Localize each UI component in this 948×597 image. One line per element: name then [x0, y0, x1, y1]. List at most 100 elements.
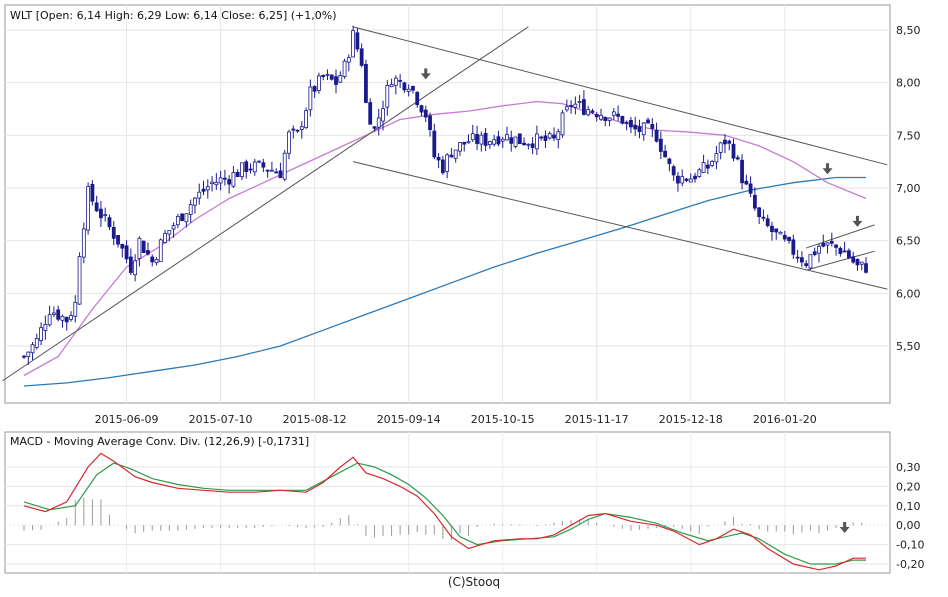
xtick-label: 2015-10-15 — [471, 413, 535, 426]
candle-body — [257, 160, 261, 163]
candle-body — [765, 218, 770, 227]
candle-body — [804, 263, 809, 267]
candle-body — [671, 166, 676, 176]
price-ytick-label: 5,50 — [896, 340, 921, 353]
candle-body — [821, 242, 826, 247]
candle-body — [432, 130, 437, 158]
candle-body — [505, 134, 509, 141]
candle-body — [543, 135, 548, 141]
candle-body — [778, 231, 783, 235]
trend-line — [352, 161, 888, 290]
candle-body — [641, 122, 646, 136]
candle-body — [483, 132, 488, 146]
xtick-label: 2015-09-14 — [377, 413, 441, 426]
candle-body — [829, 241, 834, 244]
candle-body — [107, 217, 112, 228]
candle-body — [304, 110, 308, 129]
candle-body — [308, 86, 313, 111]
candle-body — [381, 108, 385, 122]
candle-body — [103, 214, 108, 217]
trend-line — [2, 26, 529, 382]
candle-body — [43, 324, 48, 331]
candle-body — [629, 120, 633, 128]
candle-body — [188, 204, 193, 215]
candle-body — [761, 216, 766, 219]
candle-body — [94, 202, 99, 212]
candle-body — [744, 180, 749, 185]
trend-line — [806, 224, 875, 249]
candle-body — [56, 309, 61, 320]
candle-body — [282, 152, 287, 180]
candle-body — [825, 242, 830, 246]
macd-ytick-label: 0,20 — [896, 480, 921, 493]
candle-body — [210, 181, 214, 185]
candle-body — [748, 183, 753, 194]
candle-body — [227, 179, 232, 185]
price-ytick-label: 7,50 — [896, 129, 921, 142]
candle-body — [842, 250, 847, 253]
candle-body — [693, 175, 697, 180]
candle-body — [727, 140, 732, 144]
candle-body — [658, 138, 663, 152]
macd-title: MACD - Moving Average Conv. Div. (12,26,… — [10, 435, 309, 448]
candle-body — [817, 245, 821, 254]
candle-body — [197, 191, 202, 199]
candle-body — [69, 315, 73, 320]
candle-body — [522, 142, 526, 146]
candle-body — [757, 207, 762, 217]
candle-body — [376, 117, 381, 128]
candle-body — [440, 159, 445, 174]
macd-ytick-label: 0,30 — [896, 461, 921, 474]
down-arrow-icon — [839, 522, 850, 534]
candle-body — [500, 138, 505, 142]
candle-body — [295, 129, 300, 132]
candle-body — [171, 225, 176, 230]
candle-body — [325, 73, 330, 76]
candle-body — [167, 230, 172, 235]
macd-ytick-label: -0,10 — [896, 539, 924, 552]
candle-body — [616, 113, 621, 117]
candle-body — [265, 169, 270, 172]
candle-body — [141, 240, 146, 253]
candle-body — [466, 141, 471, 144]
candle-body — [355, 32, 360, 50]
arrow-head — [822, 168, 833, 175]
candle-body — [398, 79, 403, 82]
candle-body — [77, 256, 82, 305]
candle-body — [81, 228, 86, 258]
candle-body — [624, 121, 629, 124]
candle-body — [252, 161, 257, 173]
candle-body — [684, 178, 689, 181]
candle-body — [787, 236, 791, 242]
candle-body — [795, 256, 800, 259]
candle-body — [184, 213, 189, 223]
candle-body — [774, 228, 779, 233]
candle-body — [594, 114, 599, 118]
candle-body — [205, 186, 210, 191]
candle-body — [90, 184, 95, 202]
price-ytick-label: 6,00 — [896, 287, 921, 300]
candle-body — [834, 244, 838, 248]
candle-body — [586, 109, 591, 116]
candle-body — [34, 338, 39, 348]
candle-body — [859, 261, 864, 265]
candle-body — [705, 164, 710, 169]
candle-body — [436, 156, 441, 161]
candle-body — [60, 315, 65, 321]
candle-body — [158, 239, 163, 263]
price-ytick-label: 7,00 — [896, 182, 921, 195]
candle-body — [799, 257, 804, 263]
candle-body — [30, 344, 35, 354]
candle-body — [269, 169, 274, 172]
xtick-label: 2015-11-17 — [565, 413, 629, 426]
candle-body — [782, 234, 787, 240]
candle-body — [163, 233, 167, 243]
candle-body — [321, 75, 326, 77]
candle-body — [526, 143, 531, 146]
candle-body — [492, 139, 497, 145]
candle-body — [697, 169, 702, 177]
candle-body — [513, 136, 518, 147]
price-ytick-label: 6,50 — [896, 235, 921, 248]
candle-body — [423, 109, 428, 118]
candle-body — [847, 250, 851, 259]
